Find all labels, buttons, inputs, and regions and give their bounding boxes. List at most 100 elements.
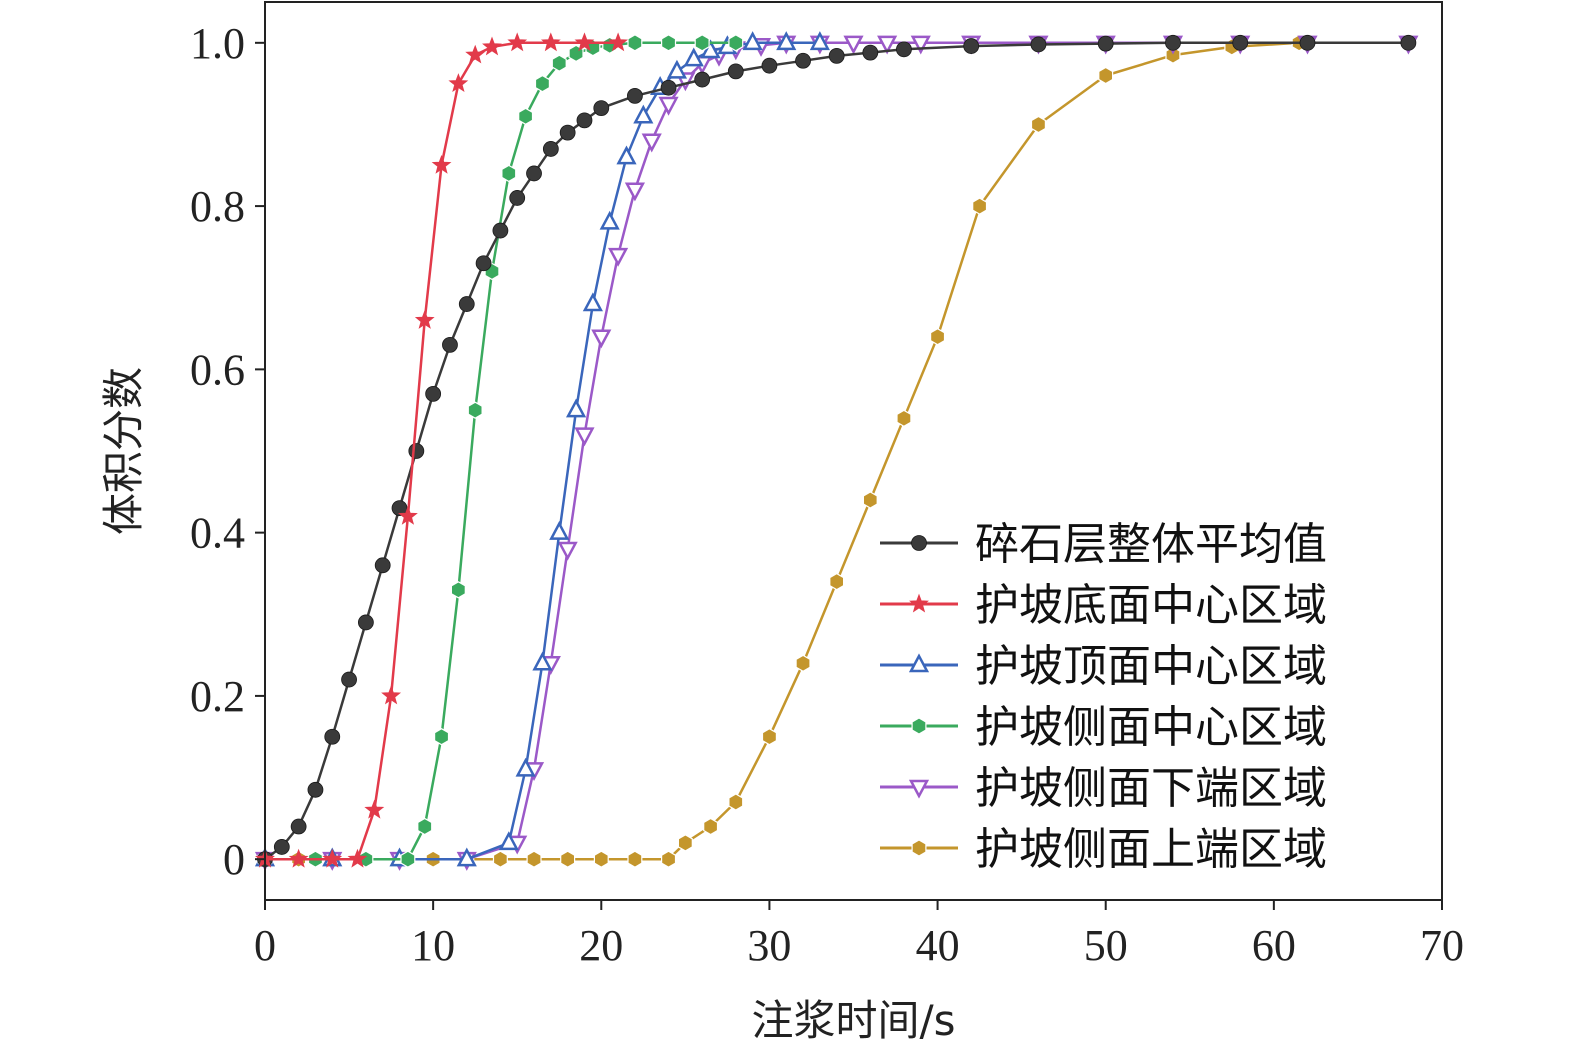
- plot-frame: [264, 1, 1443, 901]
- data-point: [551, 54, 567, 72]
- data-point: [501, 164, 517, 183]
- data-point: [398, 505, 418, 525]
- data-point: [641, 133, 662, 153]
- x-tick-label: 30: [747, 921, 791, 970]
- x-tick-label: 50: [1084, 921, 1128, 970]
- data-point: [608, 247, 629, 267]
- data-point: [627, 850, 643, 868]
- data-point: [288, 848, 309, 868]
- data-point: [896, 409, 912, 427]
- data-point: [761, 728, 778, 746]
- data-point: [542, 141, 559, 157]
- data-point: [728, 34, 744, 52]
- data-point: [456, 847, 477, 867]
- data-point: [862, 491, 878, 509]
- data-point: [341, 671, 357, 688]
- x-axis-title: 注浆时间/s: [751, 996, 955, 1045]
- y-tick-label: 0.2: [190, 672, 245, 721]
- data-point: [599, 210, 620, 230]
- data-point: [475, 255, 492, 272]
- y-axis-title: 体积分数: [99, 367, 148, 535]
- data-point: [526, 850, 542, 868]
- data-point: [324, 728, 341, 745]
- data-point: [364, 799, 385, 819]
- data-point: [347, 848, 368, 868]
- legend-marker: [911, 717, 927, 735]
- data-point: [683, 47, 704, 67]
- data-point: [627, 34, 643, 52]
- data-point: [677, 834, 693, 852]
- data-point: [658, 96, 679, 116]
- data-point: [624, 182, 645, 202]
- data-point: [482, 36, 502, 56]
- y-tick-label: 1.0: [190, 19, 245, 68]
- data-point: [1097, 35, 1114, 52]
- y-tick-label: 0.4: [190, 509, 245, 558]
- data-point: [576, 112, 593, 129]
- x-tick-label: 10: [411, 921, 455, 970]
- data-point: [829, 572, 845, 591]
- data-point: [660, 79, 677, 96]
- legend-label: 护坡顶面中心区域: [975, 641, 1327, 692]
- data-point: [727, 63, 744, 80]
- data-point: [431, 154, 452, 174]
- data-point: [761, 57, 778, 74]
- data-point: [560, 850, 576, 868]
- data-point: [448, 73, 469, 93]
- data-point: [458, 296, 475, 312]
- data-point: [795, 52, 811, 69]
- data-point: [557, 541, 578, 561]
- data-point: [515, 757, 536, 777]
- data-point: [795, 654, 811, 672]
- data-point: [776, 31, 797, 51]
- data-point: [660, 34, 677, 52]
- legend-marker: [908, 653, 930, 673]
- data-point: [593, 850, 609, 868]
- y-tick-label: 0: [223, 835, 245, 884]
- data-point: [374, 557, 391, 574]
- legend-item: 护坡侧面中心区域: [880, 702, 1327, 753]
- legend-item: 护坡顶面中心区域: [880, 641, 1327, 692]
- x-tick-label: 60: [1252, 921, 1296, 970]
- data-point: [1232, 34, 1249, 51]
- data-point: [877, 35, 898, 55]
- data-point: [442, 336, 458, 353]
- legend-marker: [911, 535, 927, 551]
- data-point: [608, 32, 629, 52]
- data-point: [417, 817, 433, 836]
- data-point: [843, 35, 864, 55]
- data-point: [307, 781, 324, 798]
- data-point: [809, 31, 830, 51]
- data-point: [1299, 34, 1316, 51]
- data-point: [972, 197, 988, 215]
- legend-item: 护坡侧面上端区域: [880, 824, 1327, 875]
- data-point: [414, 309, 435, 329]
- legend-label: 碎石层整体平均值: [975, 519, 1327, 570]
- data-point: [549, 520, 570, 540]
- x-tick-label: 0: [254, 921, 276, 970]
- legend-item: 护坡侧面下端区域: [880, 763, 1327, 814]
- data-point: [1098, 66, 1114, 85]
- data-point: [518, 107, 534, 125]
- data-point: [700, 39, 721, 59]
- legend-label: 护坡侧面下端区域: [975, 763, 1327, 814]
- data-point: [465, 44, 486, 64]
- data-point: [694, 71, 711, 88]
- data-point: [862, 44, 879, 61]
- data-point: [828, 47, 845, 64]
- data-point: [1400, 34, 1417, 51]
- data-point: [582, 292, 603, 312]
- legend-label: 护坡底面中心区域: [975, 580, 1327, 631]
- data-point: [616, 145, 637, 165]
- x-tick-label: 40: [916, 921, 960, 970]
- data-point: [450, 581, 466, 599]
- legend-item: 碎石层整体平均值: [880, 519, 1327, 570]
- legend-label: 护坡侧面中心区域: [975, 702, 1327, 753]
- data-point: [593, 100, 610, 117]
- data-point: [728, 793, 744, 811]
- legend: 碎石层整体平均值护坡底面中心区域护坡顶面中心区域护坡侧面中心区域护坡侧面下端区域…: [880, 519, 1327, 875]
- axis-ticks: 0 10 20 30 40 50 60 70 0 0.2 0.4 0.6 0.8 1.0: [190, 19, 1464, 970]
- data-point: [434, 728, 450, 746]
- x-tick-label: 70: [1420, 921, 1464, 970]
